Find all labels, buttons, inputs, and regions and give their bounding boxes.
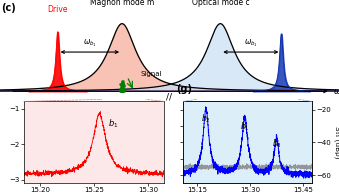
Text: $b_1$: $b_1$ [108, 117, 119, 130]
Point [118, 88, 124, 91]
Point [118, 90, 123, 93]
Point [121, 84, 126, 88]
Point [118, 86, 123, 89]
Point [119, 89, 124, 92]
Point [118, 89, 124, 92]
Point [120, 87, 126, 90]
Text: $\omega$: $\omega$ [333, 87, 339, 96]
Point [120, 88, 125, 91]
Point [121, 83, 126, 87]
Point [120, 86, 125, 89]
Point [121, 89, 126, 92]
Text: (c): (c) [1, 3, 16, 13]
Text: //: // [166, 93, 173, 102]
Text: $b_2$: $b_2$ [201, 112, 211, 125]
Point [118, 87, 124, 90]
Point [121, 89, 126, 92]
Point [120, 88, 126, 91]
Point [120, 82, 126, 85]
Point [119, 85, 125, 88]
Point [121, 88, 126, 91]
Point [120, 86, 125, 90]
Point [119, 83, 124, 86]
Point [118, 88, 123, 91]
Point [121, 89, 126, 92]
Point [121, 89, 126, 92]
Point [119, 88, 124, 91]
Point [121, 88, 126, 91]
Point [120, 80, 126, 83]
Point [118, 82, 123, 85]
Point [119, 88, 125, 91]
Point [118, 87, 124, 90]
Text: (g): (g) [176, 84, 192, 94]
Text: Signal: Signal [141, 71, 162, 77]
Point [119, 85, 125, 88]
Point [118, 89, 124, 92]
Point [119, 89, 124, 92]
Point [120, 83, 125, 86]
Point [118, 88, 123, 91]
Text: $\omega_{b_1}$: $\omega_{b_1}$ [244, 38, 258, 49]
Point [119, 83, 124, 86]
Point [120, 87, 125, 90]
Point [120, 84, 125, 88]
Point [119, 83, 124, 86]
Point [120, 81, 125, 84]
Text: Optical mode c: Optical mode c [192, 0, 249, 7]
Text: Magnon mode m: Magnon mode m [90, 0, 154, 7]
Text: Drive: Drive [47, 4, 68, 13]
Point [120, 87, 125, 90]
Point [119, 80, 125, 83]
Point [119, 82, 124, 86]
Point [120, 81, 126, 84]
Point [120, 82, 125, 85]
Point [119, 89, 124, 92]
Point [119, 87, 124, 90]
Point [119, 86, 125, 90]
Point [118, 89, 124, 92]
Point [119, 88, 124, 91]
Point [118, 85, 123, 88]
Point [119, 90, 124, 93]
Point [120, 89, 126, 92]
Point [120, 82, 125, 85]
Point [118, 82, 123, 85]
Point [120, 89, 125, 92]
Point [120, 87, 125, 90]
Y-axis label: S₁₁ (dBp): S₁₁ (dBp) [334, 126, 339, 159]
Text: $\omega_{b_1}$: $\omega_{b_1}$ [83, 38, 97, 49]
Text: $b_3$: $b_3$ [272, 137, 281, 150]
Point [119, 81, 124, 84]
Point [121, 89, 126, 92]
Point [119, 82, 125, 86]
Point [118, 90, 123, 93]
Text: $b_1$: $b_1$ [240, 120, 250, 133]
Point [118, 90, 123, 93]
